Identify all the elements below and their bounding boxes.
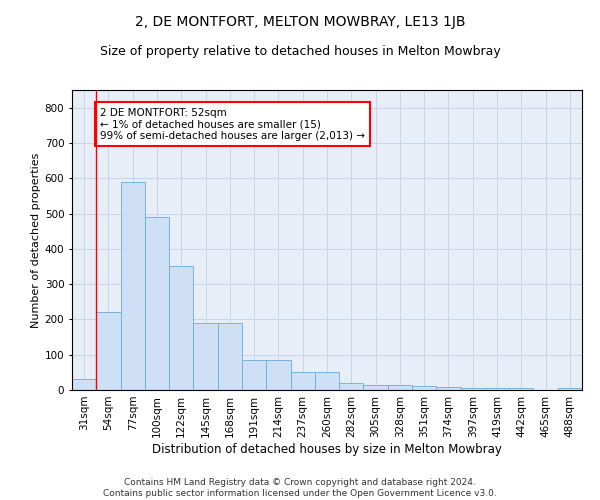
Bar bbox=[388, 384, 412, 390]
Text: Contains HM Land Registry data © Crown copyright and database right 2024.
Contai: Contains HM Land Registry data © Crown c… bbox=[103, 478, 497, 498]
Text: 2 DE MONTFORT: 52sqm
← 1% of detached houses are smaller (15)
99% of semi-detach: 2 DE MONTFORT: 52sqm ← 1% of detached ho… bbox=[100, 108, 365, 141]
Bar bbox=[242, 360, 266, 390]
Bar bbox=[266, 360, 290, 390]
Bar bbox=[339, 383, 364, 390]
Bar bbox=[364, 384, 388, 390]
Bar bbox=[315, 372, 339, 390]
Bar bbox=[290, 372, 315, 390]
Bar bbox=[121, 182, 145, 390]
Text: Size of property relative to detached houses in Melton Mowbray: Size of property relative to detached ho… bbox=[100, 45, 500, 58]
Y-axis label: Number of detached properties: Number of detached properties bbox=[31, 152, 41, 328]
Bar bbox=[218, 323, 242, 390]
Bar bbox=[412, 386, 436, 390]
Bar bbox=[193, 323, 218, 390]
Bar bbox=[558, 388, 582, 390]
Bar bbox=[145, 217, 169, 390]
Bar bbox=[169, 266, 193, 390]
Bar bbox=[461, 388, 485, 390]
Bar bbox=[96, 312, 121, 390]
Text: 2, DE MONTFORT, MELTON MOWBRAY, LE13 1JB: 2, DE MONTFORT, MELTON MOWBRAY, LE13 1JB bbox=[135, 15, 465, 29]
Bar bbox=[72, 380, 96, 390]
Bar bbox=[509, 388, 533, 390]
Bar bbox=[436, 387, 461, 390]
Bar bbox=[485, 388, 509, 390]
X-axis label: Distribution of detached houses by size in Melton Mowbray: Distribution of detached houses by size … bbox=[152, 442, 502, 456]
